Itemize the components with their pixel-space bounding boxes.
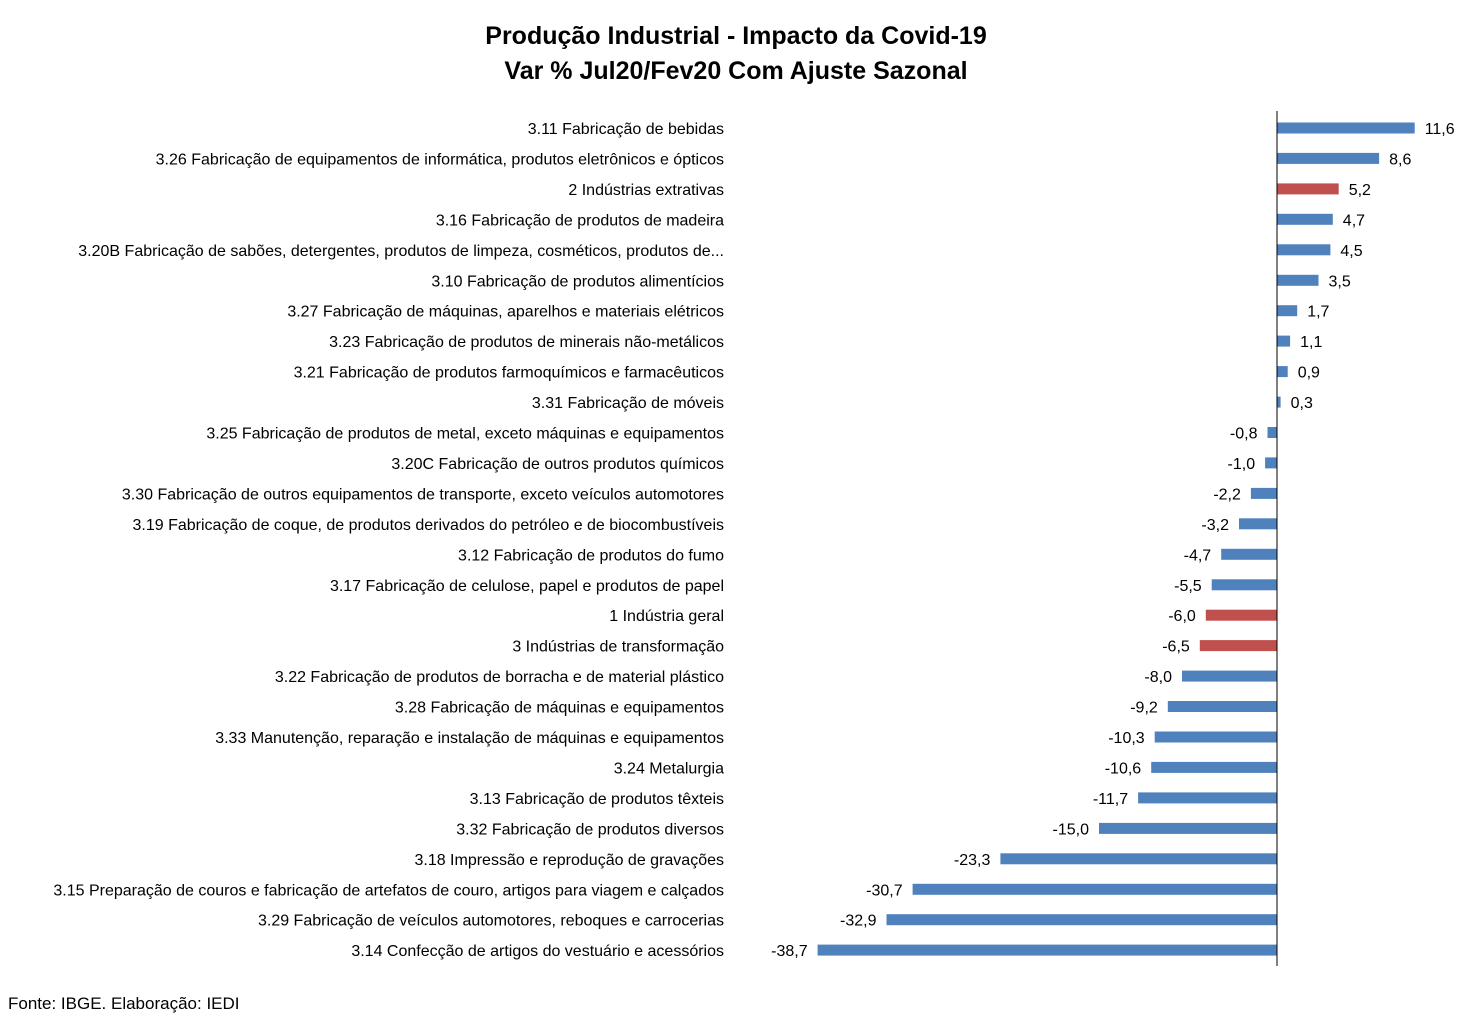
data-label: -32,9 [840, 913, 877, 930]
category-label: 3.14 Confecção de artigos do vestuário e… [351, 943, 724, 960]
bar [1277, 244, 1331, 256]
category-label: 3.27 Fabricação de máquinas, aparelhos e… [287, 304, 724, 321]
data-label: -4,7 [1184, 547, 1212, 564]
data-label: 3,5 [1329, 273, 1351, 290]
data-label: -8,0 [1144, 669, 1172, 686]
data-label: 11,6 [1425, 121, 1455, 138]
data-label: -9,2 [1130, 700, 1158, 717]
bar [1167, 701, 1277, 712]
data-label: -5,5 [1174, 578, 1202, 595]
category-label: 3.32 Fabricação de produtos diversos [456, 821, 724, 838]
category-label: 3.29 Fabricação de veículos automotores,… [258, 913, 724, 930]
data-label: 1,7 [1307, 304, 1329, 321]
bar [1277, 366, 1288, 378]
category-label: 2 Indústrias extrativas [568, 182, 724, 199]
data-label: 8,6 [1389, 151, 1411, 168]
bar [1277, 213, 1333, 225]
category-label: 3.11 Fabricação de bebidas [528, 121, 724, 138]
category-label: 3.15 Preparação de couros e fabricação d… [53, 882, 724, 899]
bar [1267, 427, 1277, 438]
data-label: -38,7 [771, 943, 808, 960]
chart-subtitle: Var % Jul20/Fev20 Com Ajuste Sazonal [504, 57, 968, 85]
category-label: 3.23 Fabricação de produtos de minerais … [329, 334, 724, 351]
category-label: 3.12 Fabricação de produtos do fumo [458, 547, 724, 564]
category-label: 3.16 Fabricação de produtos de madeira [436, 212, 724, 229]
data-label: 1,1 [1300, 334, 1322, 351]
data-label: -2,2 [1213, 486, 1241, 503]
category-label: 3.30 Fabricação de outros equipamentos d… [122, 486, 724, 503]
bar [817, 944, 1277, 956]
source-note: Fonte: IBGE. Elaboração: IEDI [8, 994, 240, 1013]
data-label: -30,7 [866, 882, 903, 899]
bar [1277, 335, 1291, 347]
data-label: 5,2 [1349, 182, 1371, 199]
data-label: -6,5 [1162, 639, 1190, 656]
bar [1211, 579, 1277, 591]
category-label: 3.19 Fabricação de coque, de produtos de… [133, 517, 725, 534]
bar [1182, 670, 1277, 682]
bar [1250, 487, 1277, 499]
category-label: 3.33 Manutenção, reparação e instalação … [215, 730, 724, 747]
category-label: 3.21 Fabricação de produtos farmoquímico… [294, 365, 724, 382]
bar [1151, 761, 1277, 773]
category-label: 3.13 Fabricação de produtos têxteis [470, 791, 724, 808]
bar [1000, 853, 1277, 865]
category-label: 3.17 Fabricação de celulose, papel e pro… [330, 578, 724, 595]
category-label: 3 Indústrias de transformação [512, 639, 724, 656]
category-label: 3.31 Fabricação de móveis [532, 395, 724, 412]
bar [1205, 609, 1277, 621]
category-label: 1 Indústria geral [609, 608, 724, 625]
bar [1099, 822, 1277, 834]
bar [1199, 640, 1277, 652]
bar [1277, 152, 1380, 164]
data-label: -6,0 [1168, 608, 1196, 625]
bar [1277, 305, 1298, 317]
category-label: 3.25 Fabricação de produtos de metal, ex… [206, 426, 724, 443]
data-label: -10,3 [1108, 730, 1145, 747]
bar [1265, 457, 1277, 469]
bar [1277, 183, 1339, 195]
data-label: -23,3 [954, 852, 991, 869]
category-label: 3.20B Fabricação de sabões, detergentes,… [78, 243, 724, 260]
category-label: 3.20C Fabricação de outros produtos quím… [391, 456, 724, 473]
data-label: 0,9 [1298, 365, 1320, 382]
bar [1277, 122, 1415, 134]
category-label: 3.26 Fabricação de equipamentos de infor… [156, 151, 724, 168]
data-label: 4,5 [1340, 243, 1362, 260]
bar [1277, 396, 1281, 408]
category-label: 3.28 Fabricação de máquinas e equipament… [395, 700, 724, 717]
data-label: -11,7 [1093, 791, 1128, 808]
bar [1221, 548, 1277, 560]
bar [1277, 274, 1319, 286]
category-label: 3.10 Fabricação de produtos alimentícios [431, 273, 724, 290]
bar [912, 883, 1277, 895]
bar [1138, 792, 1277, 804]
data-label: -15,0 [1053, 821, 1090, 838]
category-label: 3.24 Metalurgia [614, 760, 724, 777]
data-label: -3,2 [1201, 517, 1229, 534]
data-label: -0,8 [1230, 426, 1258, 443]
chart-title: Produção Industrial - Impacto da Covid-1… [485, 22, 987, 50]
bar [886, 914, 1277, 926]
data-label: 0,3 [1291, 395, 1313, 412]
category-label: 3.18 Impressão e reprodução de gravações [414, 852, 724, 869]
data-label: 4,7 [1343, 212, 1365, 229]
data-label: -1,0 [1228, 456, 1256, 473]
bar [1239, 518, 1277, 530]
bar [1154, 731, 1277, 743]
data-label: -10,6 [1105, 760, 1142, 777]
category-label: 3.22 Fabricação de produtos de borracha … [275, 669, 724, 686]
